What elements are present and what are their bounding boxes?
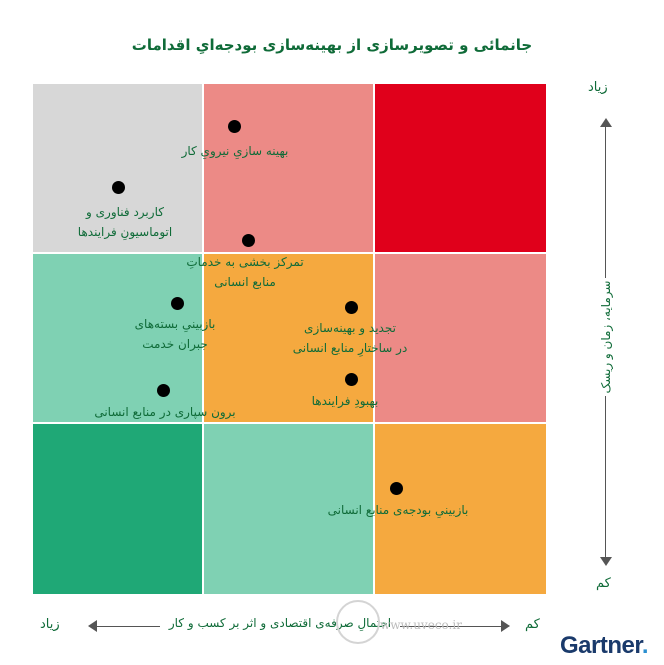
y-axis-title: سرمایه، زمان و ریسک: [599, 277, 613, 397]
cell-r2-c1: [33, 254, 204, 424]
item-label-centralization: تمرکز بخشی به خدماتِ منابع انسانی: [180, 252, 310, 292]
gartner-logo: Gartner.: [560, 632, 649, 660]
cell-r1-c1: [33, 84, 204, 254]
item-label-outsourcing: برون سپاری در منابع انسانی: [90, 402, 240, 422]
arrow-up-icon: [600, 118, 612, 127]
item-label-line: بازبینیِ بودجه‌ی منابع انسانی: [327, 503, 469, 517]
item-label-process: بهبودِ فرایندها: [305, 391, 385, 411]
cell-r3-c1: [33, 424, 204, 596]
item-label-line: تجدید و بهینه‌سازی: [304, 321, 396, 335]
x-axis-right-label: کم: [525, 617, 540, 632]
item-dot-compensation: [171, 297, 184, 310]
item-label-line: جبران خدمت: [142, 337, 208, 351]
chart-title: جانمائی و تصویرسازی از بهینه‌سازی بودجه‌…: [131, 36, 533, 54]
cell-r1-c3: [375, 84, 548, 254]
cell-r2-c3: [375, 254, 548, 424]
item-label-line: تمرکز بخشی به خدماتِ: [186, 255, 304, 269]
arrow-down-icon: [600, 557, 612, 566]
item-label-line: بهینه سازیِ نیرویِ کار: [181, 144, 289, 158]
item-dot-technology: [112, 181, 125, 194]
cell-r3-c2: [204, 424, 375, 596]
item-label-line: اتوماسیونِ فرایندها: [77, 225, 173, 239]
arrow-right-icon: [501, 620, 510, 632]
watermark-text: www.uveco.ir: [380, 618, 462, 632]
y-axis-low-label: کم: [596, 576, 611, 591]
item-label-line: بهبودِ فرایندها: [311, 394, 379, 408]
cell-r2-c2: [204, 254, 375, 424]
item-label-line: منابع انسانی: [214, 275, 276, 289]
item-dot-process: [345, 373, 358, 386]
item-dot-restructuring: [345, 301, 358, 314]
item-label-technology: کاربرد فناوری و اتوماسیونِ فرایندها: [60, 202, 190, 242]
item-dot-centralization: [242, 234, 255, 247]
y-axis-high-label: زیاد: [588, 80, 608, 95]
item-label-line: برون سپاری در منابع انسانی: [94, 405, 236, 419]
item-label-line: در ساختارِ منابع انسانی: [292, 341, 408, 355]
watermark-logo-icon: [336, 600, 380, 644]
watermark: www.uveco.ir: [336, 600, 466, 648]
cell-r1-c2: [204, 84, 375, 254]
item-label-workforce: بهینه سازیِ نیرویِ کار: [175, 141, 295, 161]
item-label-line: کاربرد فناوری و: [86, 205, 164, 219]
item-dot-outsourcing: [157, 384, 170, 397]
item-dot-workforce: [228, 120, 241, 133]
cell-r3-c3: [375, 424, 548, 596]
x-axis-left-label: زیاد: [40, 617, 60, 632]
arrow-left-icon: [88, 620, 97, 632]
logo-accent: .: [641, 632, 649, 659]
item-dot-budget-review: [390, 482, 403, 495]
item-label-compensation: بازبینیِ بسته‌های جبران خدمت: [120, 314, 230, 354]
priority-matrix: [33, 84, 548, 596]
item-label-restructuring: تجدید و بهینه‌سازی در ساختارِ منابع انسا…: [285, 318, 415, 358]
logo-text: Gartner: [560, 632, 642, 659]
y-axis-title-text: سرمایه، زمان و ریسک: [599, 277, 613, 397]
item-label-budget-review: بازبینیِ بودجه‌ی منابع انسانی: [318, 500, 478, 520]
item-label-line: بازبینیِ بسته‌های: [134, 317, 216, 331]
